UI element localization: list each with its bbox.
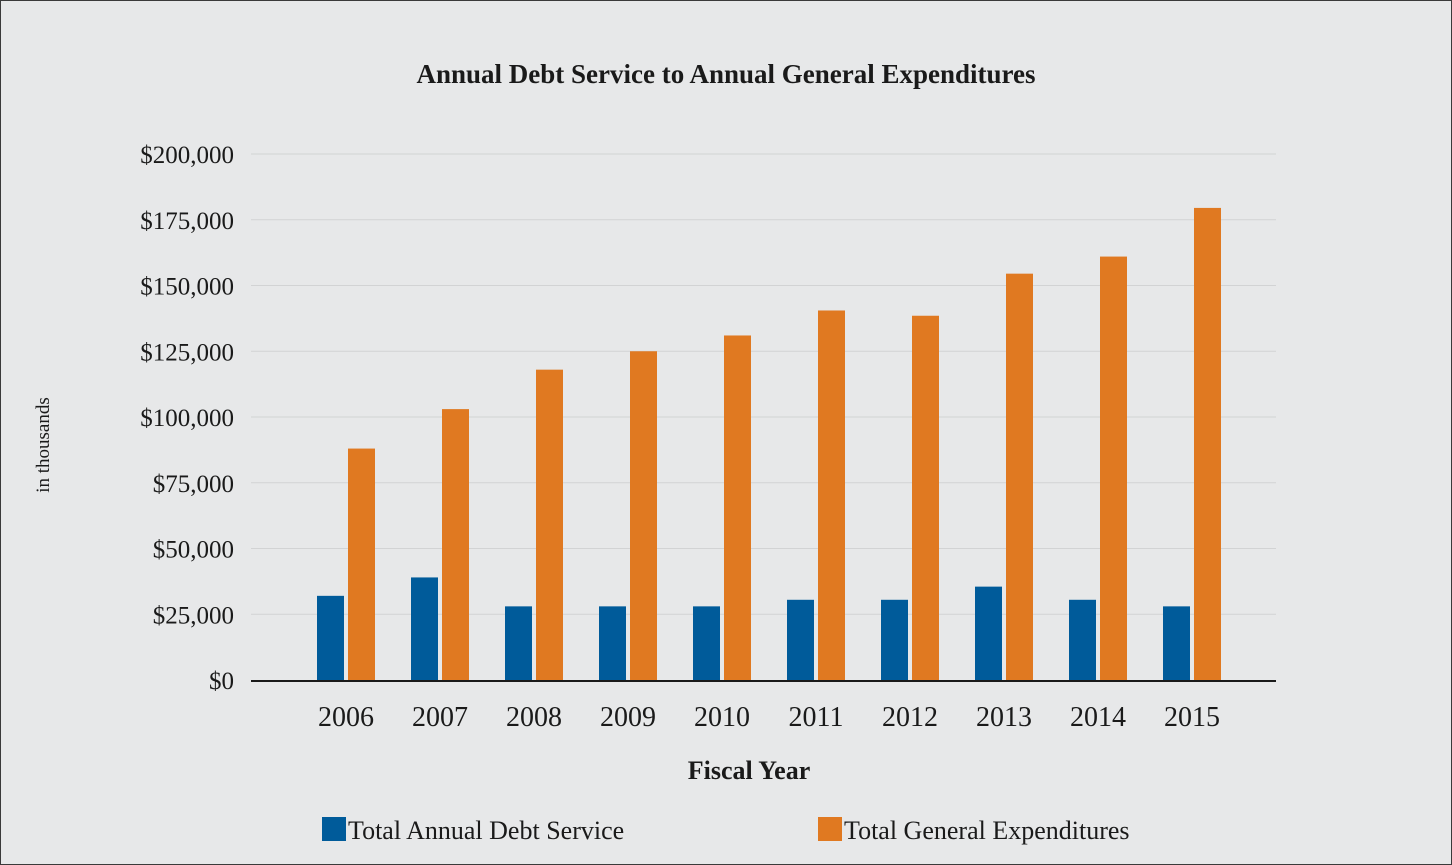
x-tick-label: 2007 [412, 702, 468, 733]
bar-general-expenditures-2010 [724, 335, 751, 680]
bar-debt-service-2008 [505, 606, 532, 680]
bar-debt-service-2013 [975, 586, 1002, 680]
x-axis-label: Fiscal Year [688, 756, 811, 785]
bar-debt-service-2006 [317, 595, 344, 680]
bar-debt-service-2012 [881, 599, 908, 680]
y-axis-label: in thousands [33, 397, 54, 493]
x-tick-label: 2014 [1070, 702, 1126, 733]
bar-debt-service-2007 [411, 577, 438, 680]
bar-general-expenditures-2012 [912, 315, 939, 680]
legend: Total Annual Debt Service Total General E… [322, 816, 1130, 845]
x-tick-label: 2011 [789, 702, 844, 733]
legend-swatch [818, 817, 842, 841]
bar-general-expenditures-2015 [1194, 207, 1221, 681]
chart-title: Annual Debt Service to Annual General Ex… [416, 59, 1035, 89]
x-tick-label: 2013 [976, 702, 1032, 733]
bar-general-expenditures-2011 [818, 310, 845, 680]
y-tick-label: $150,000 [140, 274, 234, 301]
x-tick-label: 2008 [506, 702, 562, 733]
y-tick-label: $0 [209, 668, 234, 695]
gridlines [251, 153, 1276, 615]
y-tick-label: $50,000 [153, 537, 234, 564]
x-tick-label: 2010 [694, 702, 750, 733]
bars [317, 207, 1221, 681]
legend-label: Total General Expenditures [844, 816, 1130, 845]
bar-debt-service-2015 [1163, 606, 1190, 680]
bar-general-expenditures-2013 [1006, 273, 1033, 680]
bar-general-expenditures-2008 [536, 369, 563, 680]
x-tick-label: 2006 [318, 702, 374, 733]
y-tick-label: $125,000 [140, 339, 234, 366]
bar-debt-service-2011 [787, 599, 814, 680]
bar-debt-service-2009 [599, 606, 626, 680]
bar-debt-service-2014 [1069, 599, 1096, 680]
y-tick-label: $100,000 [140, 405, 234, 432]
y-tick-label: $25,000 [153, 602, 234, 629]
y-axis-ticks: $0 $25,000 $50,000 $75,000 $100,000 $125,000 $… [140, 142, 234, 695]
y-tick-label: $200,000 [140, 142, 234, 169]
x-axis-ticks: 2006 2007 2008 2009 2010 2011 2012 2013 2014 2015 [318, 702, 1220, 733]
legend-swatch [322, 817, 346, 841]
x-tick-label: 2015 [1164, 702, 1220, 733]
bar-debt-service-2010 [693, 606, 720, 680]
bar-general-expenditures-2009 [630, 351, 657, 680]
y-tick-label: $175,000 [140, 208, 234, 235]
bar-general-expenditures-2007 [442, 409, 469, 680]
y-tick-label: $75,000 [153, 471, 234, 498]
legend-label: Total Annual Debt Service [348, 816, 624, 845]
bar-general-expenditures-2006 [348, 448, 375, 680]
x-tick-label: 2012 [882, 702, 938, 733]
x-tick-label: 2009 [600, 702, 656, 733]
bar-general-expenditures-2014 [1100, 256, 1127, 680]
